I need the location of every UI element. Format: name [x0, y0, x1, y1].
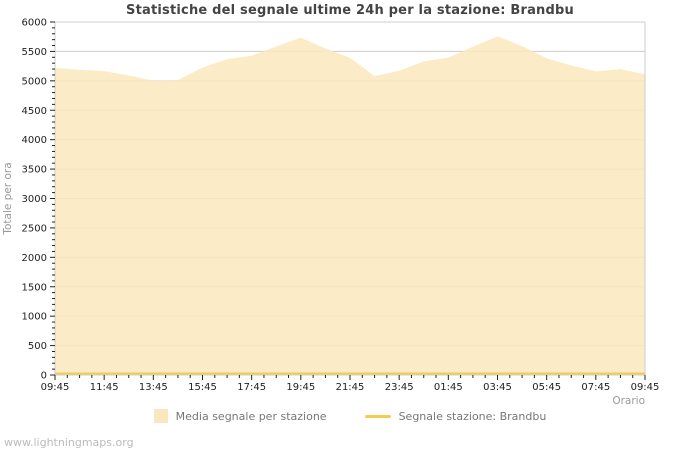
x-tick-label: 21:45: [336, 382, 365, 393]
x-tick-label: 13:45: [139, 382, 168, 393]
y-tick-label: 3500: [22, 165, 47, 176]
y-tick-label: 1500: [22, 282, 47, 293]
y-tick-label: 5500: [22, 47, 47, 58]
x-tick-label: 15:45: [188, 382, 217, 393]
y-tick-label: 1000: [22, 312, 47, 323]
x-tick-label: 05:45: [532, 382, 561, 393]
x-tick-label: 09:45: [631, 382, 660, 393]
x-tick-label: 11:45: [90, 382, 119, 393]
y-tick-label: 6000: [22, 18, 47, 29]
x-tick-label: 01:45: [434, 382, 463, 393]
y-tick-label: 0: [41, 371, 47, 382]
y-tick-label: 4500: [22, 106, 47, 117]
y-tick-label: 3000: [22, 194, 47, 205]
watermark-link[interactable]: www.lightningmaps.org: [4, 436, 134, 449]
x-tick-label: 09:45: [41, 382, 70, 393]
chart-legend: Media segnale per stazione Segnale stazi…: [0, 409, 700, 423]
x-tick-label: 07:45: [581, 382, 610, 393]
x-tick-label: 23:45: [385, 382, 414, 393]
y-tick-label: 5000: [22, 76, 47, 87]
signal-area-chart: 0 500 1000 1500 2000 2500 3000 3500 4000 4500 5000…: [2, 18, 660, 407]
x-tick-label: 19:45: [286, 382, 315, 393]
x-axis-title: Orario: [612, 395, 645, 406]
chart-title: Statistiche del segnale ultime 24h per l…: [126, 3, 574, 18]
y-tick-label: 2500: [22, 223, 47, 234]
x-tick-label: 17:45: [237, 382, 266, 393]
line-swatch-icon: [364, 414, 391, 418]
y-tick-label: 4000: [22, 135, 47, 146]
area-series-media: [55, 36, 645, 376]
y-tick-label: 2000: [22, 253, 47, 264]
y-tick-label: 500: [28, 341, 47, 352]
y-axis-title: Totale per ora: [2, 162, 14, 235]
legend-item-media: Media segnale per stazione: [153, 409, 327, 423]
area-swatch-icon: [153, 409, 168, 423]
legend-label-media: Media segnale per stazione: [175, 409, 327, 423]
legend-label-station: Segnale stazione: Brandbu: [398, 409, 547, 423]
legend-item-station: Segnale stazione: Brandbu: [364, 409, 547, 423]
x-tick-label: 03:45: [483, 382, 512, 393]
